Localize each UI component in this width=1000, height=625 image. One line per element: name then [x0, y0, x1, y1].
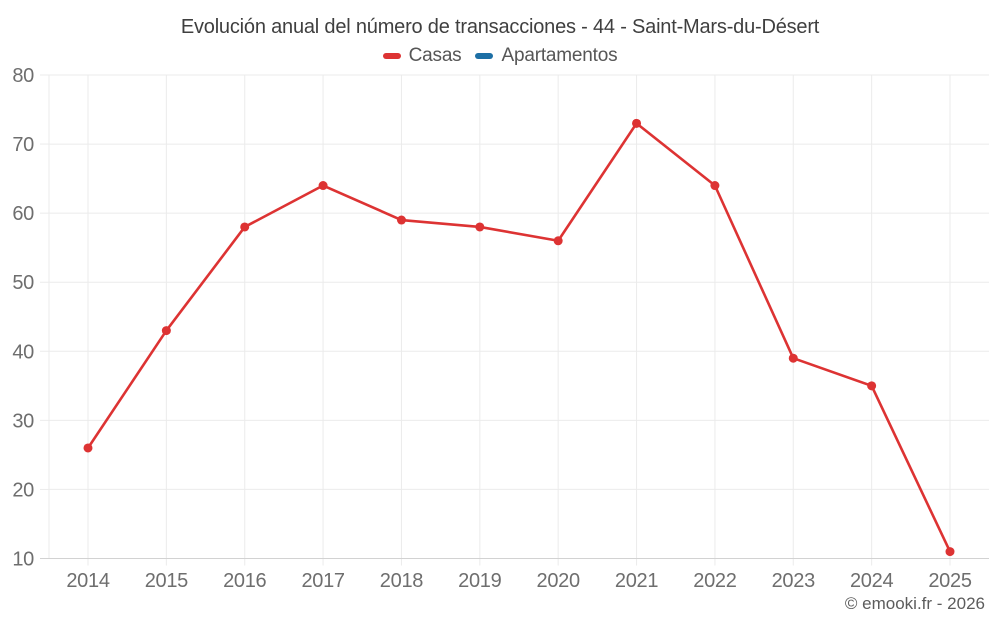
x-tick-label: 2023: [772, 570, 815, 592]
legend-swatch: [382, 53, 401, 59]
x-tick-label: 2014: [66, 570, 109, 592]
data-point[interactable]: [83, 443, 93, 453]
y-tick-label: 60: [12, 203, 34, 225]
data-point[interactable]: [475, 222, 485, 232]
y-tick-label: 70: [12, 134, 34, 156]
x-tick-label: 2018: [380, 570, 423, 592]
y-tick-label: 30: [12, 410, 34, 432]
x-axis-labels: 2014 2015 2016 2017 2018 2019 2020 2021 2022 2023…: [66, 570, 972, 592]
data-point[interactable]: [945, 547, 955, 557]
series-casas: [83, 118, 955, 557]
data-point[interactable]: [710, 181, 720, 191]
x-tick-label: 2024: [850, 570, 893, 592]
data-point[interactable]: [318, 181, 328, 191]
line-casas: [86, 122, 952, 553]
y-tick-label: 80: [12, 65, 34, 87]
data-point[interactable]: [396, 215, 406, 225]
data-point[interactable]: [788, 353, 798, 363]
x-tick-label: 2015: [145, 570, 188, 592]
x-tick-label: 2016: [223, 570, 266, 592]
data-point[interactable]: [240, 222, 250, 232]
y-axis-labels: 10 20 30 40 50 60 70 80: [12, 65, 34, 571]
x-tick-label: 2022: [693, 570, 736, 592]
y-tick-label: 10: [12, 549, 34, 571]
data-point[interactable]: [867, 381, 877, 391]
copyright-credit: © emooki.fr - 2026: [844, 594, 985, 613]
y-tick-label: 20: [12, 479, 34, 501]
chart-title: Evolución anual del número de transaccio…: [180, 16, 820, 38]
data-point[interactable]: [161, 326, 171, 336]
y-tick-label: 50: [12, 272, 34, 294]
legend-item-casas[interactable]: Casas: [382, 45, 462, 67]
x-tick-label: 2021: [615, 570, 658, 592]
data-point[interactable]: [553, 236, 563, 246]
legend: Casas Apartamentos: [0, 45, 1000, 67]
gridlines: [40, 74, 989, 566]
x-tick-label: 2017: [301, 570, 344, 592]
x-tick-label: 2020: [537, 570, 580, 592]
x-tick-label: 2019: [458, 570, 501, 592]
x-tick-label: 2025: [928, 570, 971, 592]
legend-label: Apartamentos: [501, 45, 618, 66]
legend-label: Casas: [408, 45, 462, 66]
legend-item-apartamentos[interactable]: Apartamentos: [475, 45, 618, 67]
legend-swatch: [475, 53, 494, 59]
y-tick-label: 40: [12, 341, 34, 363]
data-point[interactable]: [632, 118, 642, 128]
